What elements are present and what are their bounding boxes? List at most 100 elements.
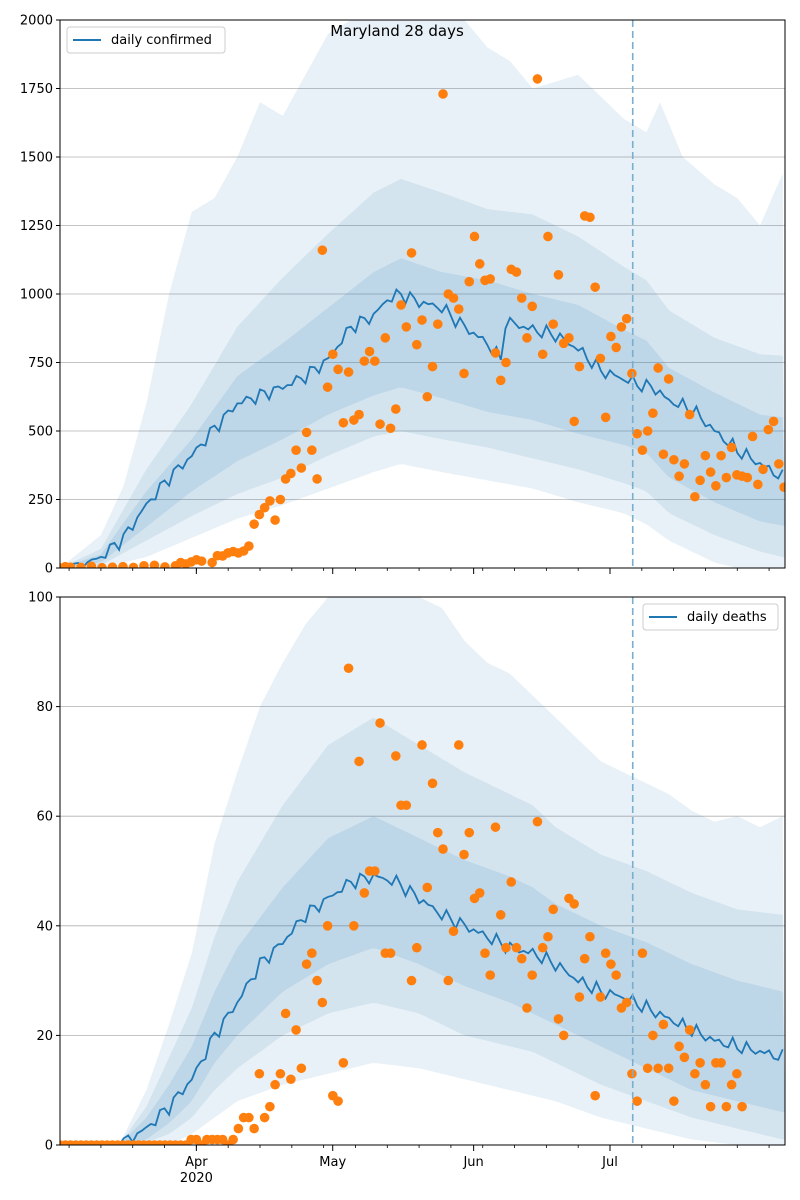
deaths-y-tick-label: 60 bbox=[36, 810, 53, 825]
confirmed-y-tick-label: 1250 bbox=[20, 219, 53, 234]
confirmed-data-point bbox=[532, 74, 543, 84]
deaths-data-point bbox=[401, 800, 412, 811]
confirmed-data-point bbox=[385, 423, 396, 434]
confirmed-data-point bbox=[107, 562, 118, 568]
deaths-data-point bbox=[301, 959, 312, 969]
deaths-data-point bbox=[606, 959, 616, 969]
confirmed-data-point bbox=[396, 300, 406, 310]
confirmed-data-point bbox=[779, 482, 785, 492]
confirmed-data-point bbox=[574, 361, 585, 372]
confirmed-data-point bbox=[270, 515, 280, 525]
deaths-data-point bbox=[690, 1068, 700, 1079]
deaths-legend-label: daily deaths bbox=[687, 610, 767, 625]
deaths-data-point bbox=[322, 921, 333, 931]
deaths-data-point bbox=[600, 948, 611, 958]
deaths-data-point bbox=[275, 1068, 286, 1079]
confirmed-data-point bbox=[422, 391, 433, 402]
confirmed-data-point bbox=[97, 562, 107, 568]
confirmed-data-point bbox=[721, 472, 732, 483]
confirmed-data-point bbox=[438, 89, 448, 99]
deaths-data-point bbox=[648, 1030, 658, 1041]
deaths-x-tick-label: May bbox=[319, 1155, 346, 1170]
deaths-grid bbox=[60, 706, 785, 1036]
confirmed-data-point bbox=[616, 322, 627, 332]
deaths-y-ticks: 0 20 40 60 80 100 bbox=[28, 591, 60, 1154]
deaths-data-point bbox=[244, 1112, 254, 1123]
confirmed-y-ticks: 0 250 500 750 1000 1250 1500 1750 2000 bbox=[20, 14, 60, 577]
deaths-data-point bbox=[501, 942, 511, 953]
confirmed-data-point bbox=[690, 491, 700, 502]
deaths-data-point bbox=[270, 1079, 280, 1090]
confirmed-data-point bbox=[370, 356, 380, 366]
deaths-data-point bbox=[658, 1019, 669, 1030]
deaths-data-point bbox=[333, 1096, 343, 1106]
confirmed-data-point bbox=[254, 509, 265, 520]
confirmed-data-point bbox=[196, 556, 207, 566]
confirmed-data-point bbox=[464, 276, 475, 287]
deaths-data-point bbox=[527, 970, 538, 980]
deaths-y-tick-label: 40 bbox=[36, 919, 53, 934]
confirmed-data-point bbox=[338, 417, 349, 428]
confirmed-data-point bbox=[595, 353, 606, 364]
confirmed-y-tick-label: 500 bbox=[28, 425, 53, 440]
deaths-data-point bbox=[338, 1058, 349, 1068]
deaths-data-point bbox=[422, 882, 433, 893]
confirmed-data-point bbox=[453, 304, 464, 314]
confirmed-legend-label: daily confirmed bbox=[111, 33, 212, 48]
deaths-data-point bbox=[317, 997, 328, 1008]
confirmed-data-point bbox=[705, 467, 716, 477]
confirmed-data-point bbox=[753, 479, 763, 490]
confirmed-data-point bbox=[139, 561, 149, 568]
confirmed-data-point bbox=[585, 212, 595, 223]
confirmed-data-point bbox=[564, 333, 574, 343]
deaths-points bbox=[60, 663, 747, 1145]
deaths-data-point bbox=[574, 992, 585, 1002]
deaths-data-point bbox=[663, 1063, 674, 1074]
deaths-data-point bbox=[312, 975, 322, 986]
confirmed-data-point bbox=[328, 349, 338, 360]
confirmed-data-point bbox=[118, 561, 128, 568]
confirmed-data-point bbox=[490, 348, 501, 358]
confirmed-data-point bbox=[501, 357, 511, 368]
confirmed-data-point bbox=[527, 301, 538, 312]
deaths-x-tick-label: Jul bbox=[601, 1155, 618, 1170]
confirmed-y-tick-label: 2000 bbox=[20, 14, 53, 29]
confirmed-data-point bbox=[658, 449, 669, 460]
deaths-x-tick-label: Apr bbox=[185, 1155, 208, 1170]
confirmed-data-point bbox=[774, 459, 784, 469]
confirmed-y-tick-label: 0 bbox=[45, 562, 53, 577]
deaths-data-point bbox=[553, 1014, 564, 1024]
deaths-data-point bbox=[506, 877, 517, 887]
deaths-data-point bbox=[695, 1058, 705, 1068]
confirmed-mean-line bbox=[60, 288, 784, 568]
confirmed-data-point bbox=[307, 445, 317, 455]
deaths-data-point bbox=[642, 1063, 653, 1074]
deaths-data-point bbox=[385, 948, 396, 958]
deaths-data-point bbox=[254, 1068, 265, 1079]
confirmed-data-point bbox=[322, 382, 333, 392]
confirmed-grid bbox=[60, 88, 785, 500]
confirmed-data-point bbox=[286, 468, 296, 479]
confirmed-data-point bbox=[522, 333, 532, 343]
confirmed-data-point bbox=[359, 356, 370, 366]
confirmed-data-point bbox=[669, 454, 679, 465]
confirmed-data-point bbox=[653, 363, 663, 373]
deaths-data-point bbox=[679, 1052, 690, 1063]
deaths-mean-line bbox=[118, 872, 784, 1145]
deaths-data-point bbox=[349, 921, 359, 931]
confirmed-data-point bbox=[516, 293, 527, 303]
confirmed-data-point bbox=[632, 428, 642, 439]
confirmed-data-point bbox=[548, 319, 559, 329]
confirmed-data-point bbox=[406, 248, 417, 258]
deaths-data-point bbox=[474, 888, 485, 898]
confirmed-bands bbox=[60, 20, 785, 568]
deaths-axes-frame bbox=[59, 596, 786, 1146]
confirmed-data-point bbox=[448, 293, 459, 303]
confirmed-y-tick-label: 750 bbox=[28, 356, 53, 371]
deaths-data-point bbox=[721, 1101, 732, 1112]
confirmed-data-point bbox=[275, 494, 286, 505]
confirmed-data-point bbox=[742, 472, 753, 483]
deaths-data-point bbox=[511, 942, 522, 953]
confirmed-data-point bbox=[469, 231, 480, 242]
